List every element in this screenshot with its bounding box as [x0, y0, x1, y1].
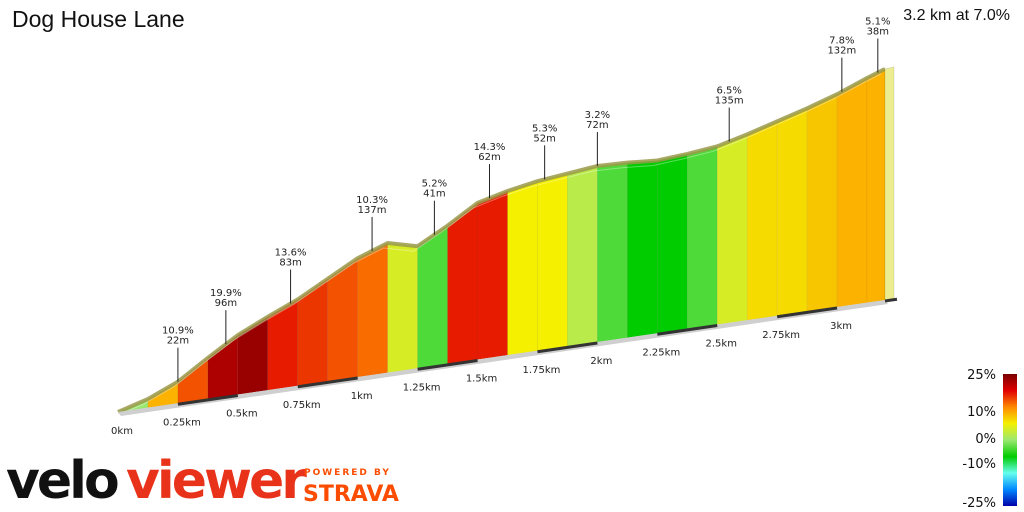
baseline-km-segment: [537, 341, 598, 354]
x-tick-label: 1.25km: [403, 382, 441, 393]
baseline-km-segment: [177, 394, 239, 406]
gradient-slice: [567, 165, 598, 347]
gradient-slice: [477, 190, 508, 360]
powered-by-text: POWERED BY: [304, 468, 391, 478]
x-tick-label: 3km: [830, 321, 852, 332]
x-tick-label: 0.25km: [163, 417, 201, 428]
annotation-length: 41m: [423, 189, 445, 200]
x-tick-label: 0km: [111, 426, 133, 437]
x-tick-label: 2km: [590, 356, 612, 367]
distance-baseline: [118, 297, 898, 416]
baseline-km-segment: [417, 359, 478, 371]
annotation-length: 22m: [167, 336, 189, 347]
x-tick-label: 1km: [351, 391, 373, 402]
gradient-slice: [746, 120, 778, 321]
legend-label-0: 0%: [975, 432, 996, 447]
gradient-slice: [656, 153, 688, 334]
annotation-length: 135m: [715, 96, 744, 107]
gradient-slice: [357, 242, 388, 378]
annotation-grade: 13.6%: [275, 248, 307, 259]
annotation-grade: 10.9%: [162, 326, 194, 337]
annotation-length: 62m: [478, 152, 500, 163]
gradient-slice: [836, 77, 868, 308]
annotation-length: 52m: [533, 133, 555, 144]
annotation-grade: 19.9%: [210, 288, 242, 299]
road-surface-highlight: [113, 73, 882, 418]
annotation-grade: 3.2%: [585, 110, 610, 121]
logo-velo-text: velo: [6, 451, 118, 510]
annotation-grade: 5.1%: [865, 17, 890, 28]
segment-title: Dog House Lane: [12, 6, 185, 32]
x-tick-label: 1.5km: [466, 374, 497, 385]
gradient-slice: [806, 93, 838, 312]
profile-end-face: [884, 66, 895, 301]
gradient-slice: [627, 160, 658, 338]
baseline-km-segment: [776, 306, 838, 319]
logo-viewer-text: viewer: [126, 451, 307, 510]
x-tick-label: 2.5km: [706, 339, 737, 350]
gradient-slice: [507, 180, 538, 356]
x-tick-label: 2.75km: [762, 330, 800, 341]
x-tick-label: 2.25km: [642, 347, 680, 358]
gradient-slice: [866, 68, 886, 303]
veloviewer-strava-logo: velo viewer POWERED BY STRAVA: [6, 451, 399, 510]
baseline-km-segment: [297, 376, 358, 389]
strava-text: STRAVA: [303, 482, 399, 507]
gradient-slice: [387, 242, 418, 373]
annotation-grade: 10.3%: [356, 195, 388, 206]
legend-label-neg10: -10%: [962, 457, 996, 472]
gradient-slice: [537, 173, 568, 352]
annotation-length: 132m: [827, 46, 856, 57]
annotation-length: 83m: [279, 258, 301, 269]
annotation-grade: 14.3%: [474, 142, 506, 153]
gradient-slice: [597, 162, 628, 343]
road-surface-edge: [117, 67, 886, 414]
annotation-length: 38m: [867, 27, 889, 38]
legend-label-10: 10%: [967, 405, 996, 420]
x-tick-label: 0.5km: [226, 409, 257, 420]
gradient-slice: [686, 145, 718, 330]
gradient-slice: [776, 107, 808, 317]
annotation-length: 137m: [358, 205, 387, 216]
annotation-grade: 6.5%: [717, 86, 742, 97]
baseline-km-segment: [657, 324, 718, 336]
gradient-slice: [417, 225, 448, 369]
annotation-grade: 5.2%: [422, 179, 447, 190]
annotation-grade: 7.8%: [829, 36, 854, 47]
legend-label-25: 25%: [967, 368, 996, 383]
legend-color-bar: [1003, 374, 1017, 506]
gradient-slice: [447, 202, 478, 365]
x-tick-label: 0.75km: [283, 400, 321, 411]
gradient-legend: 25% 10% 0% -10% -25%: [962, 368, 1017, 511]
annotation-length: 96m: [215, 298, 237, 309]
baseline-km-segment: [884, 297, 898, 303]
annotation-grade: 5.3%: [532, 123, 557, 134]
annotation-length: 72m: [586, 120, 608, 131]
segment-summary: 3.2 km at 7.0%: [903, 7, 1010, 24]
legend-label-neg25: -25%: [962, 496, 996, 511]
gradient-slices: [117, 68, 886, 413]
climb-annotations: 10.9%22m 19.9%96m 13.6%83m 10.3%137m 5.2%41m…: [162, 17, 891, 382]
x-tick-label: 1.75km: [523, 365, 561, 376]
distance-ticks: 0km 0.25km 0.5km 0.75km 1km 1.25km 1.5km 1.75km…: [111, 321, 852, 437]
gradient-slice: [716, 133, 748, 325]
